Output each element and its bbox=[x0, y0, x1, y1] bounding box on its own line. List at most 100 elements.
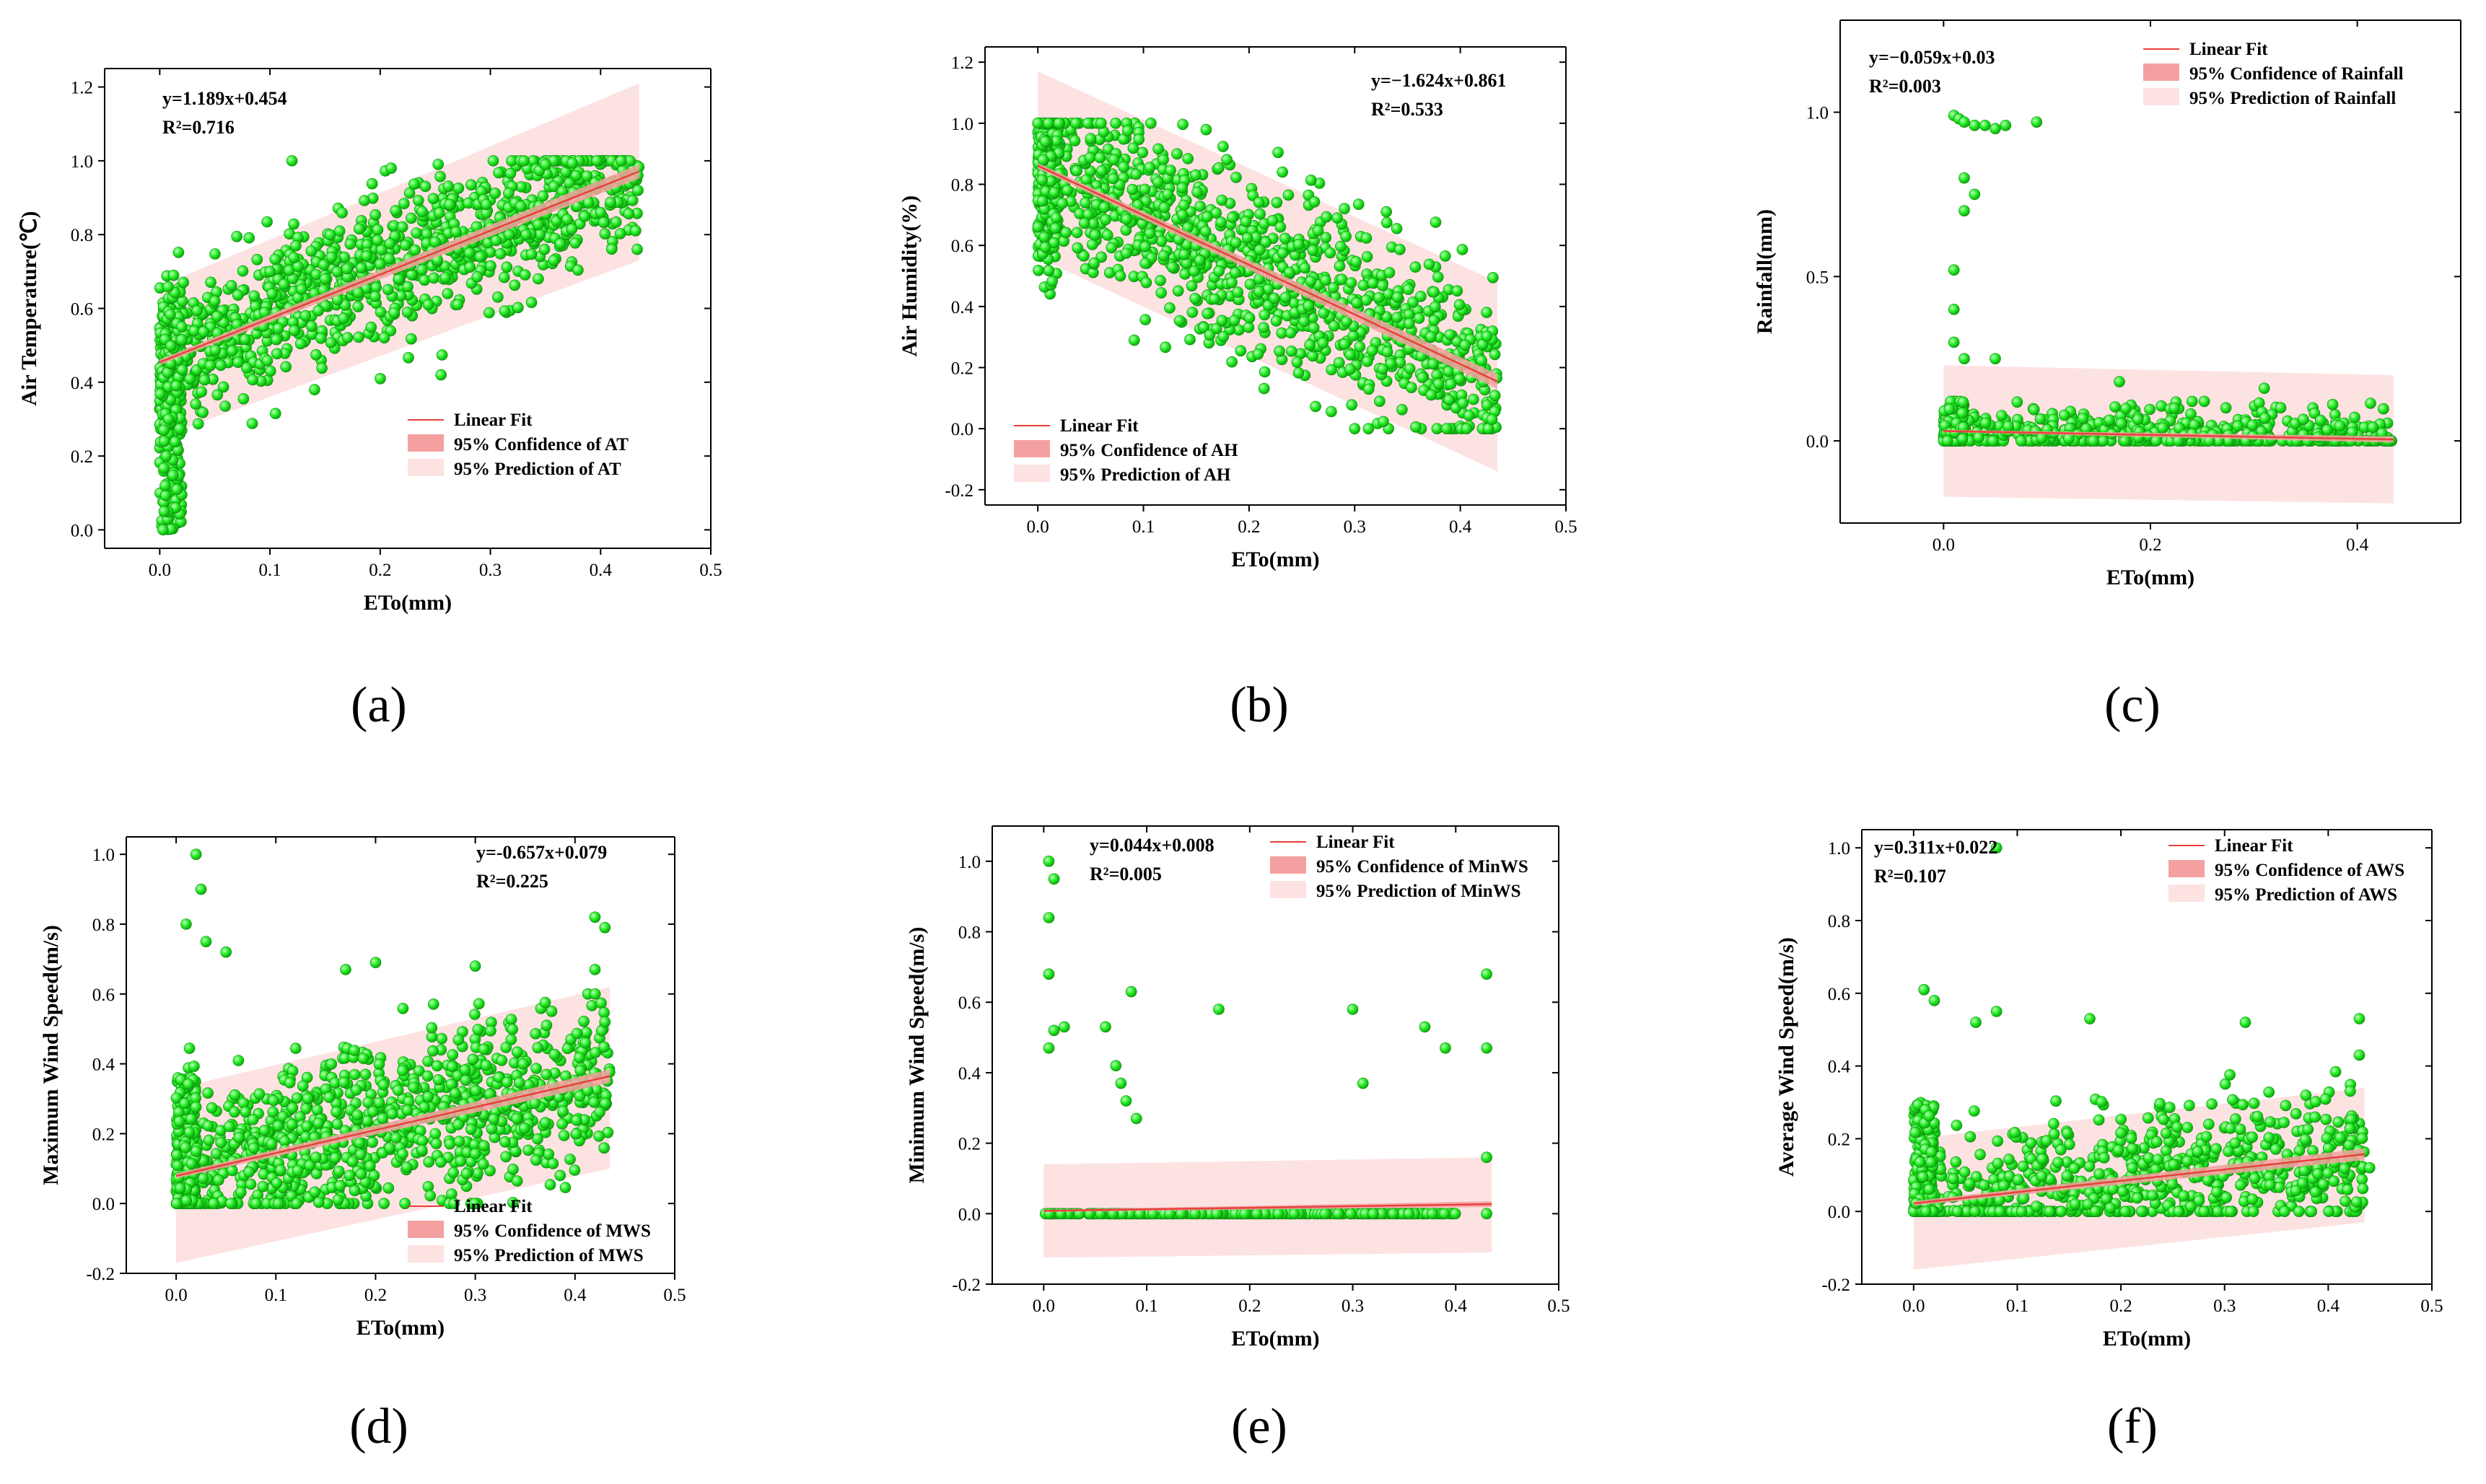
data-point bbox=[1232, 286, 1244, 298]
data-point bbox=[338, 312, 349, 324]
data-point bbox=[433, 207, 445, 219]
data-point bbox=[1449, 1208, 1461, 1220]
data-point bbox=[1259, 309, 1271, 321]
data-point bbox=[1240, 216, 1252, 227]
x-tick-label: 0.5 bbox=[1554, 517, 1577, 537]
data-point bbox=[513, 1077, 525, 1089]
data-point bbox=[349, 1045, 360, 1056]
y-axis-label: Air Humidity(%) bbox=[898, 196, 922, 357]
data-point bbox=[544, 1179, 556, 1190]
data-point bbox=[464, 261, 476, 273]
data-point bbox=[594, 1106, 605, 1118]
equation-label: y=-0.657x+0.079 bbox=[476, 842, 607, 863]
data-point bbox=[178, 276, 189, 289]
data-point bbox=[2220, 402, 2232, 414]
data-point bbox=[312, 1118, 325, 1129]
data-point bbox=[1213, 162, 1225, 174]
data-point bbox=[1456, 244, 1469, 255]
data-point bbox=[1157, 154, 1169, 166]
data-point bbox=[449, 1087, 461, 1099]
data-point bbox=[554, 238, 566, 250]
data-point bbox=[373, 1058, 385, 1070]
y-tick-label: -0.2 bbox=[945, 481, 973, 501]
data-point bbox=[354, 1137, 366, 1149]
data-point bbox=[1459, 339, 1471, 351]
data-point bbox=[344, 238, 356, 250]
data-point bbox=[2232, 420, 2244, 432]
r2-label: R²=0.533 bbox=[1371, 99, 1443, 120]
data-point bbox=[477, 1158, 489, 1170]
data-point bbox=[154, 388, 166, 400]
data-point bbox=[574, 1065, 587, 1076]
data-point bbox=[165, 340, 177, 352]
data-point bbox=[556, 1118, 568, 1130]
data-point bbox=[412, 195, 424, 206]
data-point bbox=[1958, 172, 1970, 184]
data-point bbox=[324, 229, 336, 241]
data-point bbox=[232, 356, 244, 369]
data-point bbox=[1259, 366, 1271, 378]
data-point bbox=[1381, 216, 1393, 229]
data-point bbox=[539, 1117, 551, 1128]
data-point bbox=[463, 247, 476, 259]
data-point bbox=[384, 1142, 396, 1154]
data-point bbox=[209, 248, 221, 260]
data-point bbox=[1453, 299, 1466, 311]
data-point bbox=[288, 325, 300, 337]
data-point bbox=[378, 1198, 390, 1209]
data-point bbox=[1182, 153, 1194, 164]
legend-prediction-swatch bbox=[408, 1245, 444, 1263]
data-point bbox=[325, 1058, 338, 1070]
data-point bbox=[446, 1061, 458, 1073]
data-point bbox=[261, 355, 273, 366]
data-point bbox=[1088, 257, 1100, 269]
data-point bbox=[1425, 389, 1437, 401]
y-axis-label: Rainfall(mm) bbox=[1753, 209, 1777, 334]
data-point bbox=[1144, 227, 1156, 240]
data-point bbox=[248, 1142, 260, 1154]
data-point bbox=[159, 480, 171, 491]
data-point bbox=[515, 201, 527, 212]
data-point bbox=[488, 1113, 499, 1125]
data-point bbox=[570, 170, 582, 182]
data-point bbox=[406, 212, 417, 224]
data-point bbox=[173, 1115, 185, 1128]
data-point bbox=[340, 964, 351, 975]
data-point bbox=[284, 1076, 296, 1089]
data-point bbox=[429, 1128, 442, 1140]
data-point bbox=[1305, 276, 1317, 287]
data-point bbox=[498, 271, 510, 284]
data-point bbox=[1990, 123, 2001, 135]
data-point bbox=[288, 218, 299, 230]
data-point bbox=[1190, 169, 1202, 181]
data-point bbox=[2334, 420, 2346, 432]
data-point bbox=[512, 302, 524, 314]
data-point bbox=[610, 216, 622, 228]
data-point bbox=[1307, 245, 1319, 256]
data-point bbox=[1060, 227, 1072, 239]
data-point bbox=[291, 1092, 303, 1104]
data-point bbox=[1428, 315, 1440, 326]
data-point bbox=[1107, 172, 1119, 185]
data-point bbox=[339, 299, 351, 311]
data-point bbox=[312, 1196, 325, 1208]
data-point bbox=[272, 1198, 284, 1209]
data-point bbox=[490, 234, 502, 247]
data-point bbox=[518, 155, 530, 167]
data-point bbox=[1948, 336, 1960, 348]
data-point bbox=[247, 1114, 259, 1125]
data-point bbox=[180, 1141, 191, 1154]
x-tick-label: 0.0 bbox=[149, 561, 171, 580]
x-tick-label: 0.5 bbox=[699, 561, 722, 580]
data-point bbox=[540, 159, 551, 170]
data-point bbox=[578, 1016, 590, 1027]
data-point bbox=[225, 280, 237, 291]
data-point bbox=[452, 1119, 464, 1130]
data-point bbox=[589, 911, 601, 923]
data-point bbox=[1202, 211, 1213, 223]
data-point bbox=[1049, 186, 1060, 198]
data-point bbox=[1344, 363, 1356, 375]
y-tick-label: 0.2 bbox=[951, 359, 973, 379]
